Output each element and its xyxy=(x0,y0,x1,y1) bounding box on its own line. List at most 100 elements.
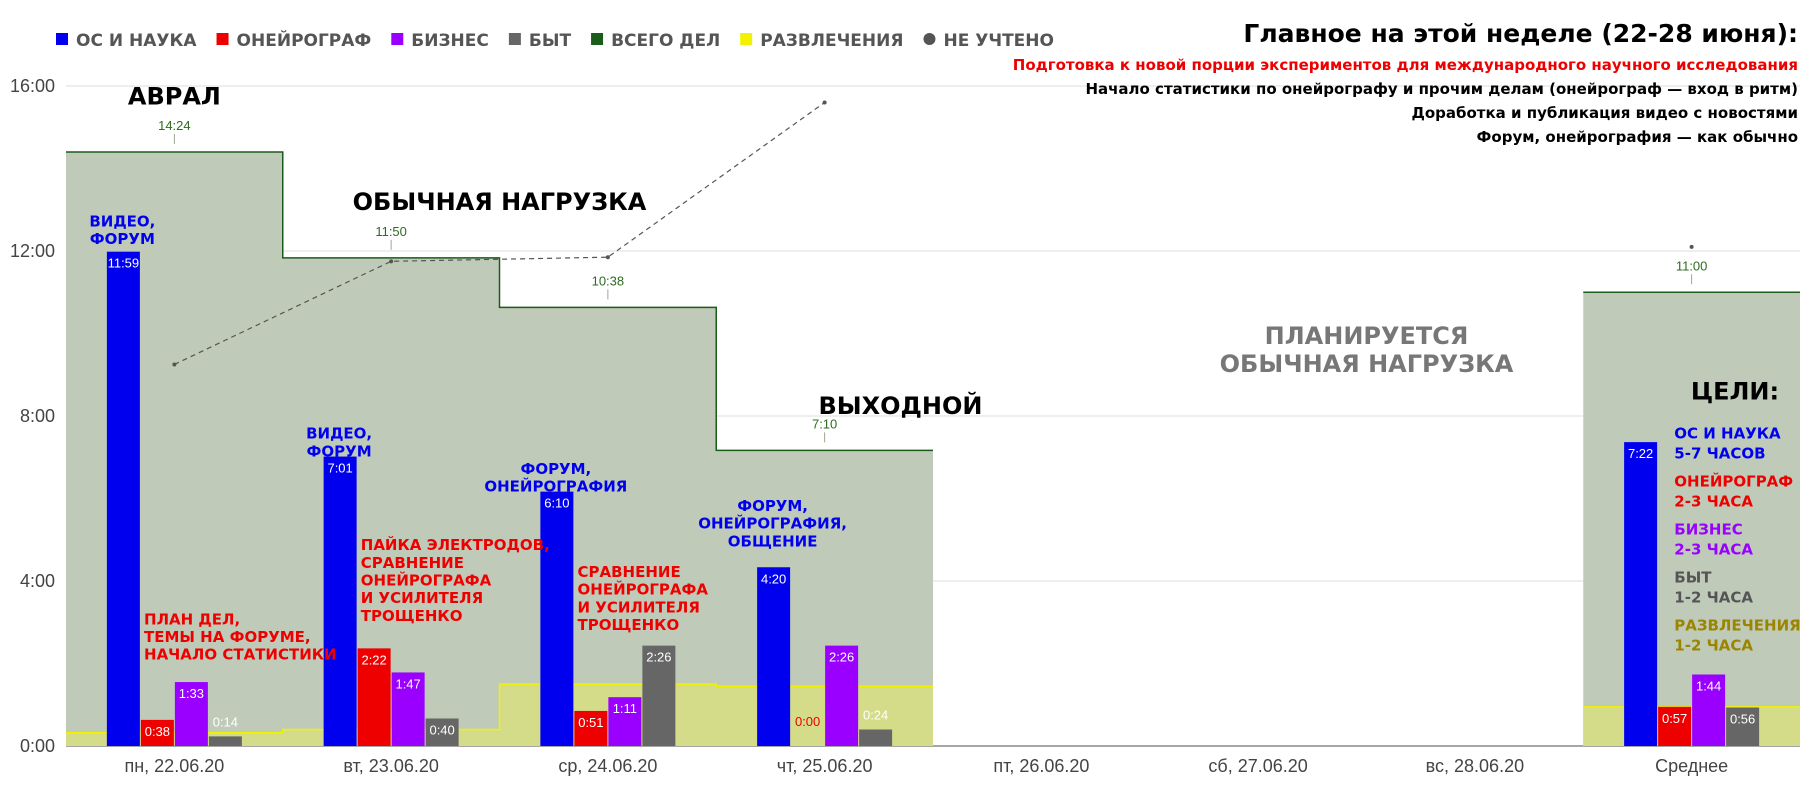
legend-label: ОС И НАУКА xyxy=(76,31,197,51)
summary-line-1: Подготовка к новой порции экспериментов … xyxy=(1013,56,1798,74)
chart-annotation: ПЛАН ДЕЛ, xyxy=(144,610,240,628)
unaccounted-point xyxy=(822,100,827,105)
bar-value-label: 7:01 xyxy=(327,461,352,476)
chart-annotation: ОБЫЧНАЯ НАГРУЗКА xyxy=(353,188,647,216)
bar-os xyxy=(1624,442,1658,746)
y-tick-label: 0:00 xyxy=(20,736,55,756)
bar-os xyxy=(757,567,791,746)
chart-annotation: ТРОЩЕНКО xyxy=(578,616,680,634)
summary-line-2: Начало статистики по онейрографу и прочи… xyxy=(1085,80,1798,98)
weekly-summary: Главное на этой неделе (22-28 июня): Под… xyxy=(1013,19,1798,146)
chart-annotation: ФОРУМ xyxy=(90,230,155,248)
goal-text: БЫТ xyxy=(1674,569,1712,587)
legend-label: РАЗВЛЕЧЕНИЯ xyxy=(760,31,903,51)
x-tick-label: Среднее xyxy=(1655,756,1728,776)
chart-annotation: ФОРУМ, xyxy=(737,497,808,515)
chart-annotation: ОНЕЙРОГРАФА xyxy=(578,580,709,599)
bar-value-label: 0:56 xyxy=(1730,712,1755,727)
bar-byt xyxy=(425,718,459,746)
legend-marker xyxy=(216,33,229,45)
bar-byt xyxy=(1726,707,1760,746)
unaccounted-point xyxy=(389,259,394,264)
x-tick-label: пт, 26.06.20 xyxy=(993,756,1089,776)
bar-oneiro xyxy=(1658,706,1692,746)
legend-label: ВСЕГО ДЕЛ xyxy=(611,31,720,51)
axis-ticks: 0:00 4:00 8:00 12:00 16:00 пн, 22.06.20 вт, 23… xyxy=(10,76,1728,776)
bar-value-label: 1:47 xyxy=(395,676,420,691)
legend-label: БЫТ xyxy=(529,31,572,51)
bar-oneiro xyxy=(140,719,174,746)
bar-value-label: 0:24 xyxy=(863,708,888,723)
chart-annotation: И УСИЛИТЕЛЯ xyxy=(578,598,700,616)
total-label: 10:38 xyxy=(592,273,625,288)
chart-annotation: ОНЕЙРОГРАФА xyxy=(361,570,492,589)
goal-text: 1-2 ЧАСА xyxy=(1674,589,1753,607)
chart-annotation: ФОРУМ, xyxy=(520,460,591,478)
annotations: АВРАЛ ОБЫЧНАЯ НАГРУЗКА ВЫХОДНОЙ ПЛАНИРУЕТСЯ… xyxy=(89,83,1800,664)
summary-line-4: Форум, онейрография — как обычно xyxy=(1477,128,1798,146)
bar-byt xyxy=(642,645,676,746)
legend-label: ОНЕЙРОГРАФ xyxy=(237,29,372,51)
chart-annotation: СРАВНЕНИЕ xyxy=(361,554,464,572)
bar-business xyxy=(608,697,642,746)
unaccounted-point xyxy=(605,255,610,260)
total-tasks-line xyxy=(66,151,933,452)
total-label: 14:24 xyxy=(158,118,191,133)
legend-marker xyxy=(591,33,604,45)
y-tick-label: 12:00 xyxy=(10,241,55,261)
x-tick-label: сб, 27.06.20 xyxy=(1208,756,1307,776)
y-tick-label: 4:00 xyxy=(20,571,55,591)
bar-value-label: 2:26 xyxy=(646,650,671,665)
chart-annotation: ФОРУМ xyxy=(307,442,372,460)
unaccounted-series xyxy=(172,100,1694,367)
bar-os xyxy=(106,251,140,746)
chart-annotation: АВРАЛ xyxy=(128,83,221,111)
bar-value-label: 0:14 xyxy=(213,714,238,729)
bar-os xyxy=(323,456,357,746)
bar-business xyxy=(391,672,425,746)
bar-value-label: 11:59 xyxy=(108,256,140,271)
goal-text: РАЗВЛЕЧЕНИЯ xyxy=(1674,617,1800,635)
chart-annotation: ОНЕЙРОГРАФИЯ xyxy=(484,476,627,495)
bar-value-label: 7:22 xyxy=(1628,446,1653,461)
bar-value-label: 0:38 xyxy=(145,724,170,739)
bar-value-label: 6:10 xyxy=(544,496,569,511)
legend-label: БИЗНЕС xyxy=(411,31,489,51)
chart-annotation: ВИДЕО, xyxy=(89,212,155,230)
bar-value-label: 0:51 xyxy=(578,715,603,730)
bar-oneiro xyxy=(574,710,608,746)
legend-marker xyxy=(923,33,936,45)
goal-text: 2-3 ЧАСА xyxy=(1674,493,1753,511)
bar-byt xyxy=(859,729,893,746)
bar-oneiro xyxy=(357,648,391,746)
goal-text: 5-7 ЧАСОВ xyxy=(1674,445,1765,463)
bar-value-label: 2:22 xyxy=(361,652,386,667)
x-tick-label: вс, 28.06.20 xyxy=(1426,756,1524,776)
bar-value-label: 0:00 xyxy=(795,714,820,729)
chart-annotation: ТРОЩЕНКО xyxy=(361,607,463,625)
bar-business xyxy=(174,682,208,746)
x-tick-label: вт, 23.06.20 xyxy=(343,756,438,776)
summary-line-3: Доработка и публикация видео с новостями xyxy=(1411,104,1798,122)
chart-annotation: ВЫХОДНОЙ xyxy=(818,391,982,420)
unaccounted-point xyxy=(172,362,177,367)
unaccounted-point xyxy=(1689,244,1694,249)
entertainment-fill xyxy=(1583,706,1800,746)
bar-value-label: 1:11 xyxy=(613,701,637,716)
y-tick-label: 8:00 xyxy=(20,406,55,426)
total-label: 11:50 xyxy=(375,224,407,239)
chart-annotation: ЦЕЛИ: xyxy=(1691,378,1779,406)
chart-annotation: ПАЙКА ЭЛЕКТРОДОВ, xyxy=(361,535,550,554)
goal-text: ОС И НАУКА xyxy=(1674,425,1781,443)
total-label: 11:00 xyxy=(1676,258,1708,273)
entertainment-line xyxy=(66,683,933,734)
bar-value-label: 1:33 xyxy=(179,686,204,701)
chart-annotation: ОБЩЕНИЕ xyxy=(728,532,818,550)
x-tick-label: пн, 22.06.20 xyxy=(124,756,224,776)
goal-text: 1-2 ЧАСА xyxy=(1674,637,1753,655)
bar-value-label: 0:57 xyxy=(1662,711,1687,726)
chart-annotation: ПЛАНИРУЕТСЯ xyxy=(1265,322,1469,350)
bar-value-label: 0:40 xyxy=(429,722,454,737)
total-label: 7:10 xyxy=(812,416,837,431)
